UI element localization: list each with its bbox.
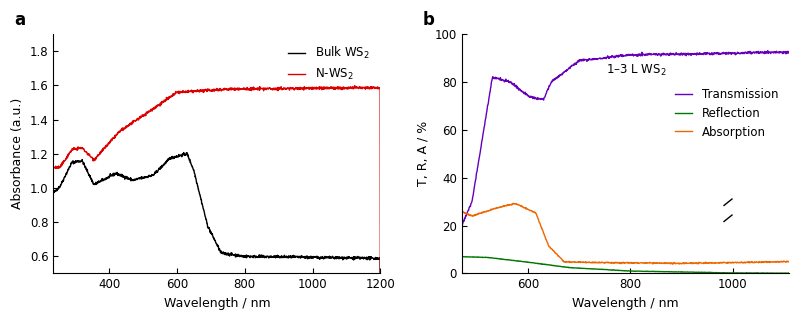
Line: Bulk WS$_2$: Bulk WS$_2$ bbox=[54, 152, 380, 321]
Line: Reflection: Reflection bbox=[462, 256, 789, 273]
Absorption bbox=[509, 201, 518, 205]
X-axis label: Wavelength / nm: Wavelength / nm bbox=[572, 297, 678, 310]
Bulk WS$_2$ bbox=[179, 151, 189, 154]
N-WS$_2$ bbox=[49, 165, 58, 169]
N-WS$_2$ bbox=[190, 89, 200, 93]
Bulk WS$_2$ bbox=[190, 175, 200, 178]
Reflection bbox=[740, 271, 750, 275]
Absorption bbox=[493, 206, 502, 210]
Legend: Transmission, Reflection, Absorption: Transmission, Reflection, Absorption bbox=[670, 83, 783, 143]
Absorption bbox=[704, 261, 714, 265]
N-WS$_2$ bbox=[103, 141, 113, 145]
Line: N-WS$_2$: N-WS$_2$ bbox=[54, 86, 380, 321]
Bulk WS$_2$ bbox=[158, 163, 168, 167]
Reflection bbox=[460, 255, 470, 258]
Transmission bbox=[493, 76, 502, 80]
Y-axis label: Absorbance (a.u.): Absorbance (a.u.) bbox=[11, 98, 24, 209]
Text: a: a bbox=[14, 11, 25, 29]
Reflection bbox=[690, 270, 700, 274]
Transmission bbox=[703, 51, 713, 55]
N-WS$_2$ bbox=[227, 88, 237, 91]
Transmission bbox=[784, 50, 794, 54]
Absorption bbox=[597, 260, 606, 264]
Bulk WS$_2$ bbox=[92, 181, 102, 185]
Absorption bbox=[668, 262, 678, 266]
Transmission bbox=[542, 89, 552, 93]
Reflection bbox=[457, 255, 466, 259]
Reflection bbox=[542, 263, 552, 266]
Absorption bbox=[740, 260, 750, 264]
Transmission bbox=[457, 224, 466, 228]
Transmission bbox=[597, 56, 606, 60]
Line: Transmission: Transmission bbox=[462, 51, 789, 226]
N-WS$_2$ bbox=[158, 100, 168, 104]
Transmission bbox=[690, 52, 699, 56]
Y-axis label: T, R, A / %: T, R, A / % bbox=[416, 121, 429, 187]
Transmission bbox=[763, 49, 773, 53]
N-WS$_2$ bbox=[350, 84, 359, 88]
Reflection bbox=[784, 271, 794, 275]
Reflection bbox=[784, 272, 794, 275]
Line: Absorption: Absorption bbox=[462, 203, 789, 264]
Text: b: b bbox=[422, 11, 434, 29]
Absorption bbox=[542, 240, 552, 244]
Reflection bbox=[597, 268, 606, 272]
Reflection bbox=[704, 271, 714, 274]
X-axis label: Wavelength / nm: Wavelength / nm bbox=[163, 297, 270, 310]
Absorption bbox=[457, 209, 466, 213]
Bulk WS$_2$ bbox=[221, 251, 230, 255]
Legend: Bulk WS$_2$, N-WS$_2$: Bulk WS$_2$, N-WS$_2$ bbox=[283, 40, 374, 86]
N-WS$_2$ bbox=[92, 155, 102, 159]
Transmission bbox=[739, 52, 749, 56]
Bulk WS$_2$ bbox=[103, 175, 113, 178]
Bulk WS$_2$ bbox=[49, 191, 58, 195]
Bulk WS$_2$ bbox=[227, 253, 237, 256]
Absorption bbox=[690, 261, 700, 265]
N-WS$_2$ bbox=[220, 87, 230, 91]
Reflection bbox=[493, 257, 502, 261]
Text: 1–3 L WS$_2$: 1–3 L WS$_2$ bbox=[606, 63, 666, 78]
Absorption bbox=[784, 260, 794, 264]
